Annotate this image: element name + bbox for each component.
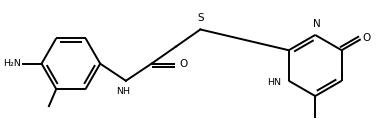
Text: NH: NH bbox=[116, 87, 130, 96]
Text: HN: HN bbox=[267, 78, 282, 87]
Text: O: O bbox=[179, 59, 188, 69]
Text: N: N bbox=[313, 19, 320, 29]
Text: S: S bbox=[198, 13, 204, 23]
Text: O: O bbox=[362, 33, 370, 43]
Text: H₂N: H₂N bbox=[3, 59, 21, 68]
